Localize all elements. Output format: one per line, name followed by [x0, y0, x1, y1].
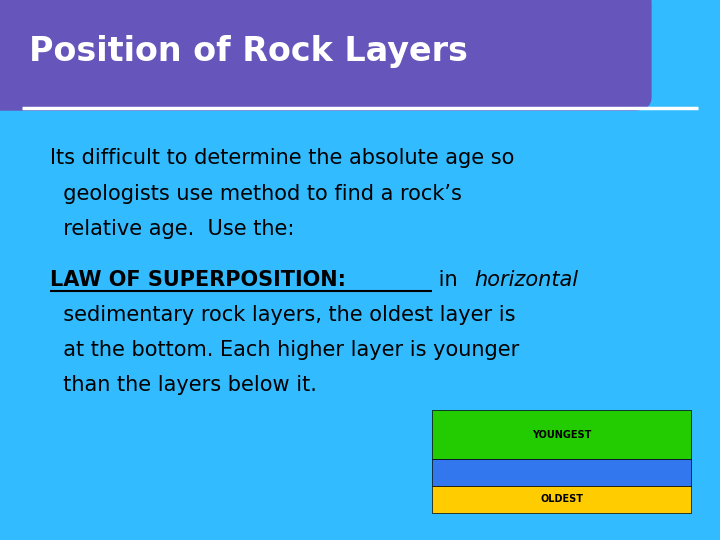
- Text: YOUNGEST: YOUNGEST: [532, 430, 591, 440]
- Text: LAW OF SUPERPOSITION:: LAW OF SUPERPOSITION:: [50, 270, 346, 290]
- Text: geologists use method to find a rock’s: geologists use method to find a rock’s: [50, 184, 462, 204]
- Text: OLDEST: OLDEST: [540, 495, 583, 504]
- Text: horizontal: horizontal: [474, 270, 578, 290]
- Text: in: in: [432, 270, 464, 290]
- Bar: [432, 410, 691, 459]
- FancyBboxPatch shape: [0, 0, 652, 111]
- Text: than the layers below it.: than the layers below it.: [50, 375, 318, 395]
- Text: sedimentary rock layers, the oldest layer is: sedimentary rock layers, the oldest laye…: [50, 305, 516, 325]
- Bar: [432, 459, 691, 486]
- Text: Its difficult to determine the absolute age so: Its difficult to determine the absolute …: [50, 148, 515, 168]
- Text: Position of Rock Layers: Position of Rock Layers: [29, 35, 468, 68]
- Text: at the bottom. Each higher layer is younger: at the bottom. Each higher layer is youn…: [50, 340, 520, 360]
- Text: relative age.  Use the:: relative age. Use the:: [50, 219, 294, 239]
- Bar: [432, 486, 691, 513]
